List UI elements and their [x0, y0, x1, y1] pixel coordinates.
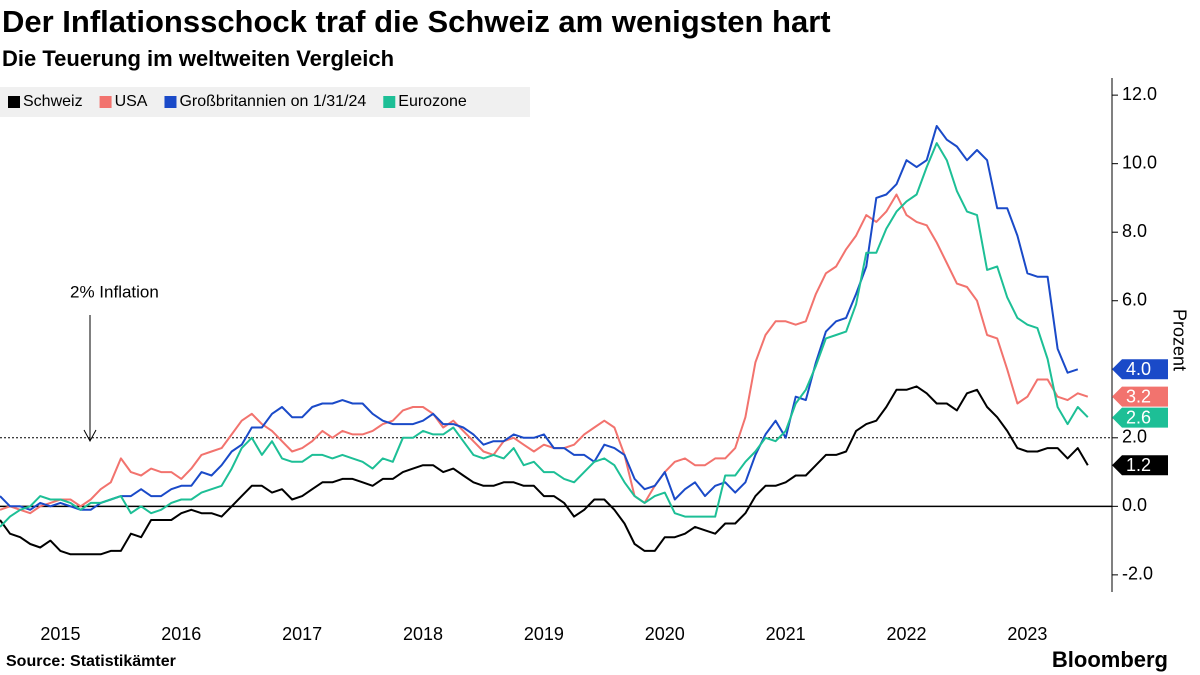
source: Source: Statistikämter — [6, 653, 176, 670]
legend-label: Schweiz — [23, 93, 83, 110]
y-tick-label: 10.0 — [1122, 152, 1157, 172]
brand: Bloomberg — [1052, 647, 1168, 672]
end-tag — [1112, 407, 1168, 428]
legend-swatch — [99, 96, 112, 108]
x-tick-label: 2019 — [524, 624, 564, 644]
end-tag — [1112, 386, 1168, 407]
legend-label: Eurozone — [398, 93, 467, 110]
line — [0, 385, 1089, 556]
x-tick-label: 2020 — [645, 624, 685, 644]
y-tick-label: -2.0 — [1122, 564, 1153, 584]
y-tick-label: 0.0 — [1122, 495, 1147, 515]
y-tick-label: 12.0 — [1122, 84, 1157, 104]
end-tag — [1112, 455, 1168, 476]
line — [0, 193, 1089, 515]
annotation-arrowhead — [83, 429, 97, 443]
y-tick-label: 8.0 — [1122, 221, 1147, 241]
legend-swatch — [383, 96, 396, 108]
legend-swatch — [164, 96, 177, 108]
legend-label: Großbritannien on 1/31/24 — [179, 93, 366, 110]
x-tick-label: 2021 — [766, 624, 806, 644]
line — [0, 125, 1079, 511]
x-tick-label: 2015 — [40, 624, 80, 644]
chart-title: Der Inflationsschock traf die Schweiz am… — [2, 4, 831, 39]
end-tag-label: 1.2 — [1126, 455, 1151, 475]
chart-subtitle: Die Teuerung im weltweiten Vergleich — [2, 46, 394, 71]
legend-background — [0, 87, 530, 117]
y-tick-label: 2.0 — [1122, 427, 1147, 447]
y-tick-label: 6.0 — [1122, 289, 1147, 309]
end-tag — [1112, 359, 1168, 380]
y-axis-label: Prozent — [1169, 309, 1189, 371]
line — [0, 142, 1089, 528]
end-tag-label: 2.6 — [1126, 407, 1151, 427]
legend-label: USA — [115, 93, 148, 110]
end-tag-label: 4.0 — [1126, 359, 1151, 379]
end-tag-label: 3.2 — [1126, 386, 1151, 406]
annotation: 2% Inflation — [70, 282, 159, 301]
x-tick-label: 2018 — [403, 624, 443, 644]
legend-swatch — [8, 96, 20, 108]
x-tick-label: 2016 — [161, 624, 201, 644]
x-tick-label: 2023 — [1007, 624, 1047, 644]
x-tick-label: 2017 — [282, 624, 322, 644]
x-tick-label: 2022 — [886, 624, 926, 644]
